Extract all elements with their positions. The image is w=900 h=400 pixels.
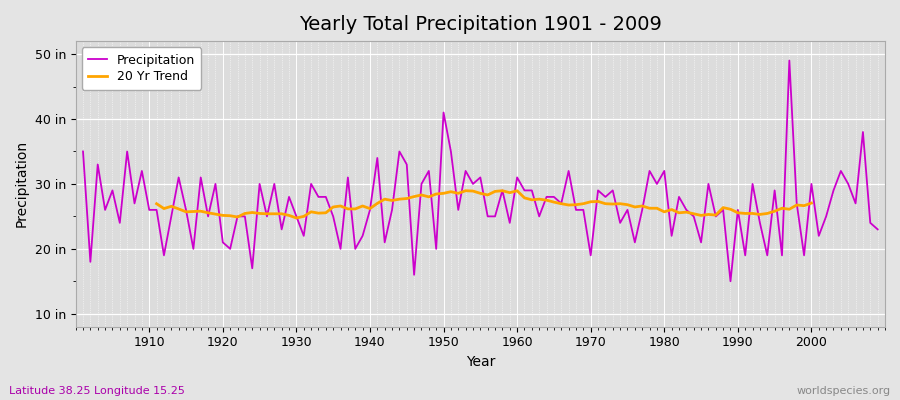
20 Yr Trend: [725, 207, 736, 212]
20 Yr Trend: [239, 211, 250, 216]
Precipitation: [512, 175, 523, 180]
Y-axis label: Precipitation: Precipitation: [15, 140, 29, 228]
Line: 20 Yr Trend: 20 Yr Trend: [157, 191, 812, 218]
20 Yr Trend: [291, 216, 302, 220]
Title: Yearly Total Precipitation 1901 - 2009: Yearly Total Precipitation 1901 - 2009: [299, 15, 662, 34]
20 Yr Trend: [791, 203, 802, 208]
Line: Precipitation: Precipitation: [83, 60, 878, 281]
Precipitation: [343, 175, 354, 180]
Precipitation: [137, 168, 148, 173]
Text: Latitude 38.25 Longitude 15.25: Latitude 38.25 Longitude 15.25: [9, 386, 184, 396]
Text: worldspecies.org: worldspecies.org: [796, 386, 891, 396]
20 Yr Trend: [806, 201, 817, 206]
X-axis label: Year: Year: [465, 355, 495, 369]
Precipitation: [784, 58, 795, 63]
20 Yr Trend: [710, 213, 721, 218]
Precipitation: [77, 149, 88, 154]
Precipitation: [872, 227, 883, 232]
20 Yr Trend: [622, 202, 633, 207]
20 Yr Trend: [460, 188, 471, 193]
20 Yr Trend: [357, 204, 368, 208]
Precipitation: [298, 234, 309, 238]
20 Yr Trend: [151, 201, 162, 206]
Precipitation: [504, 220, 515, 225]
Precipitation: [725, 279, 736, 284]
Precipitation: [600, 194, 611, 199]
Legend: Precipitation, 20 Yr Trend: Precipitation, 20 Yr Trend: [82, 47, 202, 90]
